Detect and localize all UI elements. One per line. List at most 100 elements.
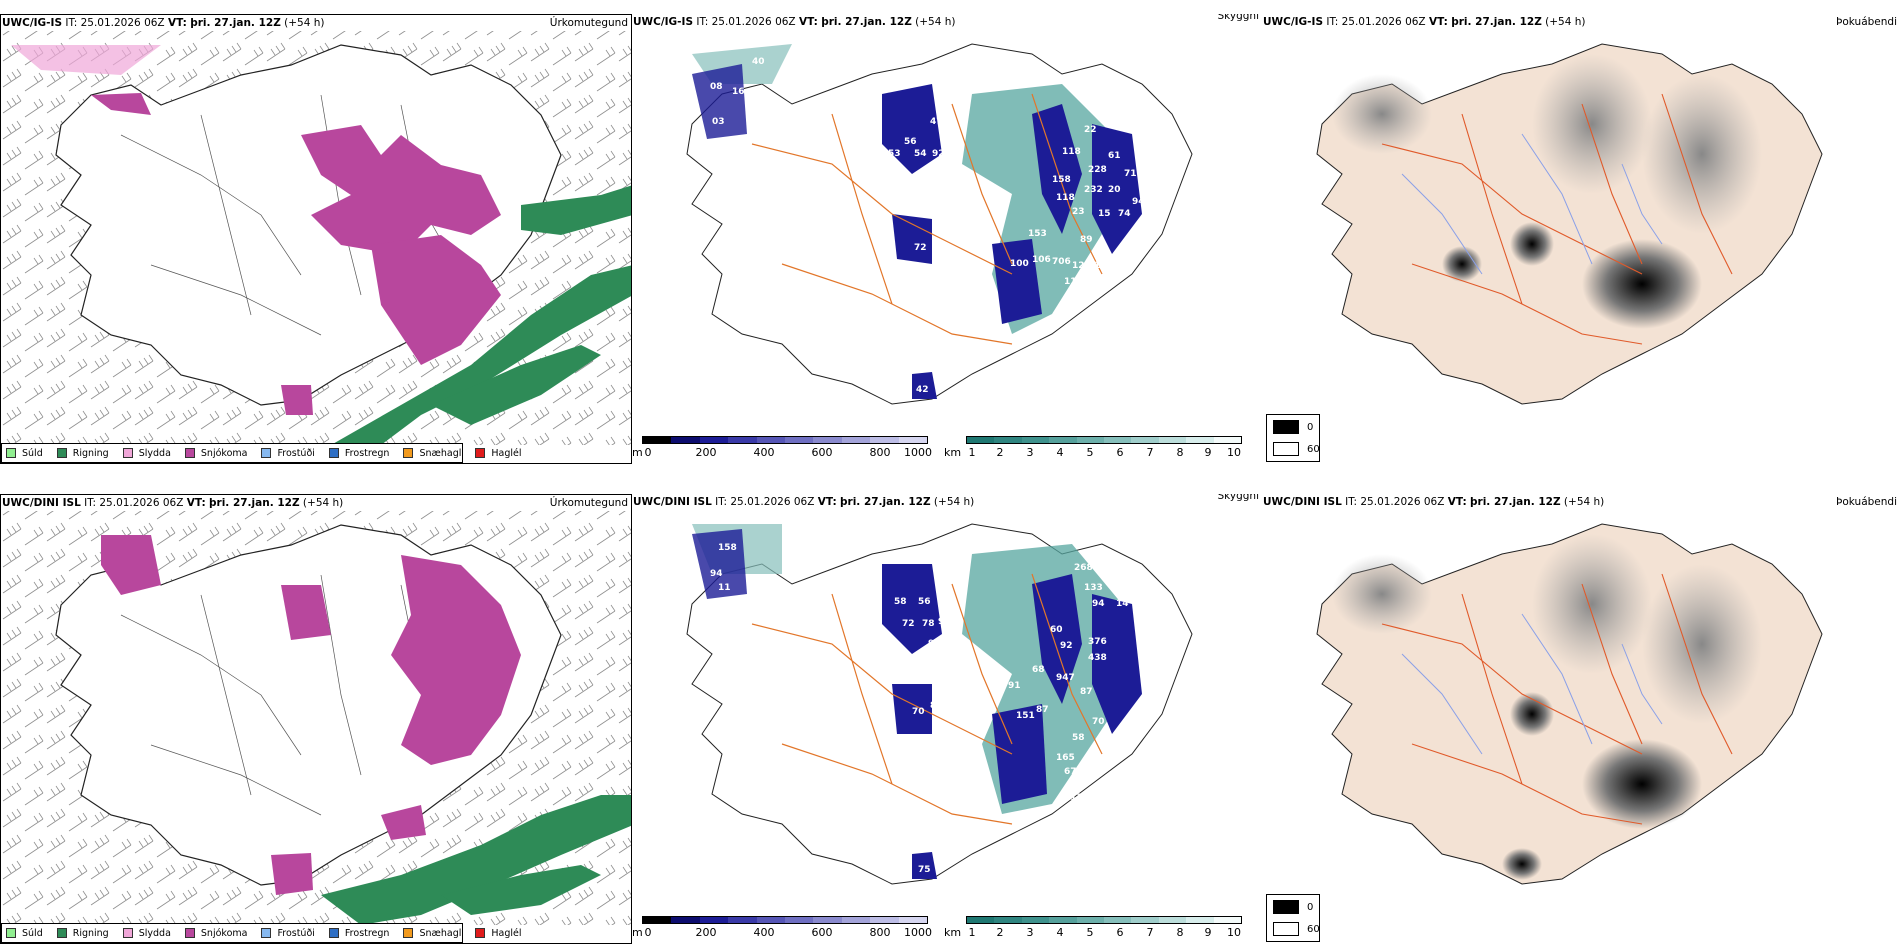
vis-value: 47: [930, 117, 943, 127]
vis-value: 44: [1062, 335, 1075, 345]
vis-value: 94: [960, 229, 973, 239]
visibility-values-top: 40 08 16 03 56 47 53 54 92 77 92 118 22 …: [710, 57, 1145, 395]
km-unit: km: [944, 446, 962, 459]
vis-value: 58: [894, 597, 907, 607]
precip-header-top: UWC/IG-IS IT: 25.01.2026 06Z VT: þri. 27…: [1, 15, 631, 31]
vis-value: 94: [710, 569, 723, 579]
fog-swatch: [1273, 922, 1299, 936]
vis-value: 15: [1098, 209, 1111, 219]
vis-value: 111: [1064, 793, 1083, 803]
legend-item: Snæhagl: [403, 928, 461, 939]
height-colorbar-top: m 0 200 400 600 800 1000: [632, 436, 932, 462]
vis-value: 116: [1064, 277, 1083, 287]
vis-value: 56: [918, 597, 931, 607]
vis-value: 22: [1084, 125, 1097, 135]
legend-swatch: [261, 448, 272, 458]
legend-item: Slydda: [122, 928, 171, 939]
vis-value: 60: [1050, 625, 1063, 635]
vis-value: 77: [894, 173, 907, 183]
legend-item: Snjókoma: [184, 928, 247, 939]
vis-value: 163: [1090, 279, 1109, 289]
vis-value: 438: [1088, 653, 1107, 663]
vis-value: 153: [1028, 229, 1047, 239]
vis-value: 151: [1016, 711, 1035, 721]
vis-value: 92: [1060, 641, 1073, 651]
snow-areas: [11, 45, 501, 415]
vis-value: 8: [930, 701, 936, 711]
vis-value: 100: [1010, 259, 1029, 269]
fog-swatch: [1273, 420, 1299, 434]
legend-swatch: [328, 448, 339, 458]
model-name: UWC/IG-IS: [2, 17, 63, 29]
vis-value: 20: [1108, 185, 1121, 195]
km-colorbar-strip: [966, 916, 1242, 924]
vis-value: 268: [1074, 563, 1093, 573]
legend-swatch: [6, 928, 16, 938]
legend-item: Rigning: [56, 448, 109, 459]
vis-value: 61: [1108, 151, 1121, 161]
fog-map-bottom: [1316, 523, 1823, 885]
precip-panel-bottom: UWC/DINI ISL IT: 25.01.2026 06Z VT: þri.…: [0, 494, 632, 944]
legend-swatch: [475, 928, 486, 938]
vis-value: 08: [710, 82, 723, 92]
vis-value: 232: [1084, 185, 1103, 195]
precip-legend-bottom: Súld Rigning Slydda Snjókoma Frostúði Fr…: [1, 923, 522, 943]
legend-item: Rigning: [56, 928, 109, 939]
vis-value: 92: [928, 173, 941, 183]
visibility-map-bottom: 158 94 11 58 56 67 72 78 95 95 268 133 9…: [686, 523, 1193, 885]
vis-value: 106: [1032, 255, 1051, 265]
vis-value: 70: [1092, 717, 1105, 727]
legend-item: Snæhagl: [403, 448, 461, 459]
legend-swatch: [122, 448, 133, 458]
fog-panel-bottom: UWC/DINI ISL IT: 25.01.2026 06Z VT: þri.…: [1262, 494, 1900, 944]
legend-swatch: [122, 928, 133, 938]
vt-label: VT:: [167, 17, 187, 29]
legend-swatch: [403, 448, 414, 458]
fog-swatch: [1273, 442, 1299, 456]
vis-value: 03: [712, 117, 725, 127]
vis-value: 87: [1036, 705, 1049, 715]
visibility-panel-top: UWC/IG-IS IT: 25.01.2026 06Z VT: þri. 27…: [632, 14, 1262, 464]
vis-value: 89: [1080, 235, 1093, 245]
rain-areas: [331, 185, 631, 445]
km-colorbar-top: km 1 2 3 4 5 6 7 8 9 10: [944, 436, 1244, 462]
vis-value: 376: [1088, 637, 1107, 647]
visibility-title: Skyggni: [1217, 14, 1260, 22]
km-colorbar-strip: [966, 436, 1242, 444]
fog-header-top: UWC/IG-IS IT: 25.01.2026 06Z VT: þri. 27…: [1263, 16, 1897, 28]
precip-header-bottom: UWC/DINI ISL IT: 25.01.2026 06Z VT: þri.…: [2, 497, 628, 509]
vis-value: 706: [1052, 257, 1071, 267]
fog-legend-top: 0 60: [1266, 414, 1320, 462]
height-unit: m: [632, 446, 643, 459]
vis-value: 228: [1088, 165, 1107, 175]
visibility-values-bottom: 158 94 11 58 56 67 72 78 95 95 268 133 9…: [710, 543, 1147, 875]
vis-value: 58: [1072, 733, 1085, 743]
legend-item: Súld: [6, 928, 43, 939]
vis-value: 67: [1064, 767, 1077, 777]
vis-value: 16: [732, 87, 745, 97]
vis-value: 68: [1032, 665, 1045, 675]
legend-item: Frostregn: [328, 448, 389, 459]
legend-item: Slydda: [122, 448, 171, 459]
vis-value: 71: [1124, 169, 1137, 179]
vis-value: 62: [1064, 299, 1077, 309]
vis-value: 11: [718, 583, 731, 593]
it-value: 25.01.2026 06Z: [80, 17, 165, 29]
vis-value: 95: [928, 639, 941, 649]
legend-item: Haglél: [475, 448, 522, 459]
vis-value: 92: [932, 149, 945, 159]
vis-value: 118: [1062, 147, 1081, 157]
vis-value: 133: [1084, 583, 1103, 593]
visibility-panel-bottom: UWC/DINI ISL IT: 25.01.2026 06Z VT: þri.…: [632, 494, 1262, 944]
vis-value: 947: [1056, 673, 1075, 683]
vis-value: 74: [1118, 209, 1131, 219]
vt-value: þri. 27.jan. 12Z: [190, 17, 281, 29]
legend-item: Haglél: [475, 928, 522, 939]
precip-panel-top: UWC/IG-IS IT: 25.01.2026 06Z VT: þri. 27…: [0, 14, 632, 464]
vis-value: 53: [888, 149, 901, 159]
vis-value: 174: [1094, 261, 1113, 271]
vis-value: 118: [1056, 193, 1075, 203]
height-colorbar-strip: [642, 436, 928, 444]
fog-legend-bottom: 0 60: [1266, 894, 1320, 942]
legend-swatch: [6, 448, 16, 458]
